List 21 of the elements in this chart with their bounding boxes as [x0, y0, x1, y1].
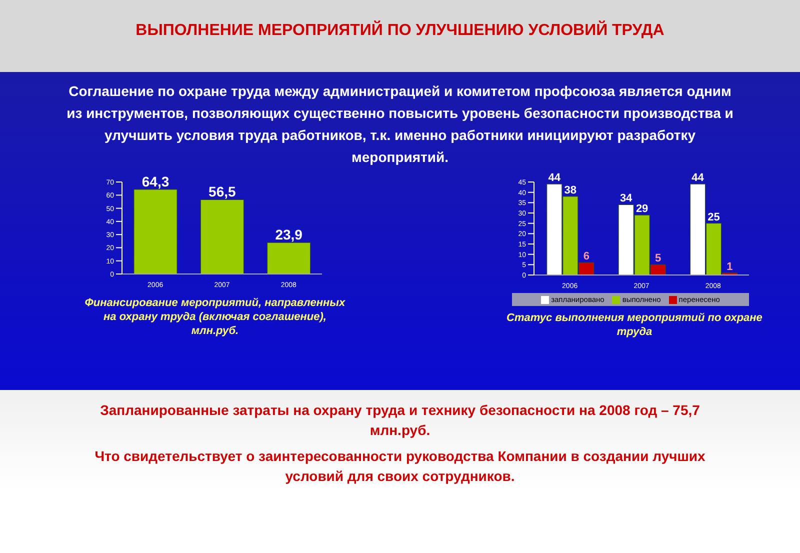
data-label: 38 [564, 184, 577, 196]
data-label: 56,5 [208, 184, 236, 200]
data-label: 64,3 [142, 173, 170, 190]
text: Финансирование мероприятий, направленных на охрану труда (включая соглашение), млн.руб. [84, 296, 346, 338]
data-label: 23,9 [275, 226, 303, 243]
text: ВЫПОЛНЕНИЕ МЕРОПРИЯТИЙ ПО УЛУЧШЕНИЮ УСЛОВИЙ ТРУДА [134, 22, 666, 40]
bar [134, 189, 178, 274]
text: Статус выполнения мероприятий по охране труда [506, 311, 764, 339]
data-label: 1 [726, 260, 733, 273]
data-label: 44 [692, 172, 705, 184]
data-label: 34 [620, 192, 634, 205]
data-label: 5 [655, 252, 662, 265]
data-label: 44 [548, 172, 562, 184]
text: Соглашение по охране труда между администрацией и комитетом профсоюза является одним из инструментов, позволяющих существенно повысить уровень безопасности производства и улучшить условия труда работников, т.к. именно работники инициируют разработку мероприятий. [66, 82, 734, 167]
data-label: 29 [636, 203, 648, 216]
text: Что свидетельствует о заинтересованности руководства Компании в создании лучших условий для своих сотрудников. [94, 447, 706, 486]
text: Запланированные затраты на охрану труда и технику безопасности на 2008 год – 75,7 млн.руб. [99, 401, 701, 440]
data-label: 6 [583, 250, 590, 263]
bar [267, 242, 311, 274]
data-label: 25 [708, 211, 720, 224]
bar [200, 199, 244, 274]
